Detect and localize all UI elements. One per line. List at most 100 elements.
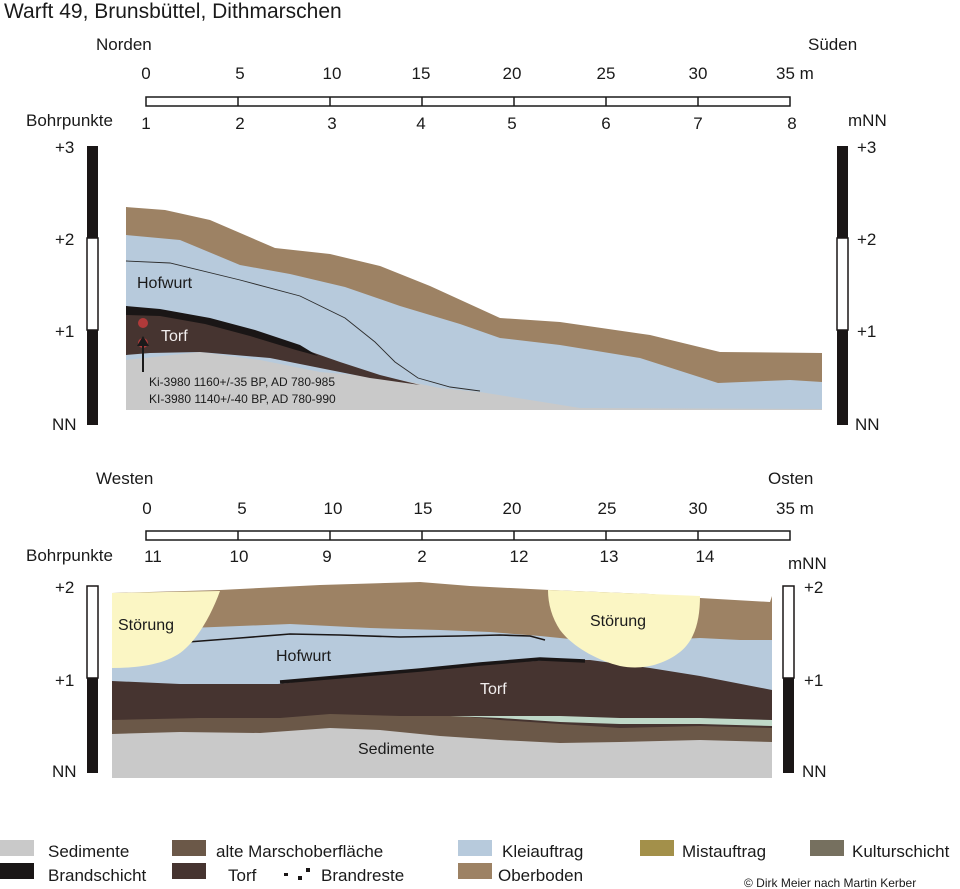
top-brandschicht-layer <box>126 306 318 356</box>
legend-swatch-kleiauftrag <box>458 840 492 856</box>
top-right-height-bar <box>836 146 849 425</box>
bottom-green-lens <box>450 716 772 726</box>
bottom-scale-tick-5: 5 <box>237 499 246 518</box>
bottom-bohrpunkt-14: 14 <box>696 547 715 566</box>
bottom-right-level-nn: NN <box>802 762 827 781</box>
bottom-scale-tick-25: 25 <box>598 499 617 518</box>
top-stratigraphy <box>125 207 822 410</box>
top-dating-arrow <box>137 336 149 372</box>
legend-label-brandschicht: Brandschicht <box>48 866 147 885</box>
top-right-level-2: +2 <box>857 230 876 249</box>
top-bohrpunkt-8: 8 <box>787 114 796 133</box>
legend: Sedimente Brandschicht alte Marschoberfl… <box>0 840 950 889</box>
legend-swatch-torf <box>172 863 206 879</box>
top-scale-tick-0: 0 <box>141 64 150 83</box>
legend-label-kleiauftrag: Kleiauftrag <box>502 842 583 861</box>
legend-label-mistauftrag: Mistauftrag <box>682 842 766 861</box>
profile-bottom: Westen Osten 0 5 10 15 20 25 30 35 m Boh… <box>26 469 827 781</box>
top-left-level-1: +1 <box>55 322 74 341</box>
bottom-left-direction: Westen <box>96 469 153 488</box>
bottom-sedimente-layer <box>112 728 772 778</box>
top-scale-bar <box>145 96 791 107</box>
bottom-bohrpunkt-11: 11 <box>144 547 162 566</box>
credit-text: © Dirk Meier nach Martin Kerber <box>744 876 916 889</box>
legend-swatch-kulturschicht <box>810 840 844 856</box>
bottom-stoerung-left <box>112 591 220 668</box>
top-right-level-nn: NN <box>855 415 880 434</box>
top-bohrpunkt-1: 1 <box>141 114 150 133</box>
figure-title: Warft 49, Brunsbüttel, Dithmarschen <box>4 0 342 23</box>
top-right-level-1: +1 <box>857 322 876 341</box>
bottom-bohrpunkt-12: 12 <box>510 547 529 566</box>
top-left-level-nn: NN <box>52 415 77 434</box>
top-unit-label: mNN <box>848 111 887 130</box>
legend-swatch-mistauftrag <box>640 840 674 856</box>
bottom-stoerung-right <box>548 590 700 668</box>
bottom-left-level-nn: NN <box>52 762 77 781</box>
bottom-scale-tick-15: 15 <box>414 499 433 518</box>
legend-label-torf: Torf <box>228 866 257 885</box>
top-bohrpunkt-3: 3 <box>327 114 336 133</box>
bottom-scale-tick-30: 30 <box>689 499 708 518</box>
top-scale-tick-30: 30 <box>689 64 708 83</box>
top-dating-2: KI-3980 1140+/-40 BP, AD 780-990 <box>149 392 336 406</box>
bottom-torf-label: Torf <box>480 681 507 698</box>
bottom-brandschicht-lower-line <box>279 657 586 684</box>
bottom-right-level-2: +2 <box>804 578 823 597</box>
bottom-hofwurt-label: Hofwurt <box>276 648 332 665</box>
bottom-scale-bar <box>145 530 791 541</box>
legend-swatch-alte-marsch <box>172 840 206 856</box>
top-left-level-3: +3 <box>55 138 74 157</box>
legend-label-kulturschicht: Kulturschicht <box>852 842 950 861</box>
legend-swatch-sedimente <box>0 840 34 856</box>
bottom-scale-tick-20: 20 <box>503 499 522 518</box>
top-scale-tick-10: 10 <box>323 64 342 83</box>
top-scale-tick-15: 15 <box>412 64 431 83</box>
top-bohrpunkt-5: 5 <box>507 114 516 133</box>
top-sample-dot-1 <box>138 318 148 328</box>
legend-label-oberboden: Oberboden <box>498 866 583 885</box>
bottom-right-height-bar <box>782 585 795 773</box>
bottom-scale-tick-10: 10 <box>324 499 343 518</box>
top-sedimente-layer <box>126 352 822 410</box>
top-scale-tick-25: 25 <box>597 64 616 83</box>
bottom-left-height-bar <box>86 585 99 773</box>
top-bohrpunkt-4: 4 <box>416 114 425 133</box>
top-torf-label: Torf <box>161 328 188 345</box>
legend-label-brandreste: Brandreste <box>321 866 404 885</box>
legend-swatch-brandschicht <box>0 863 34 879</box>
top-scale-tick-35: 35 m <box>776 64 814 83</box>
top-hofwurt-label: Hofwurt <box>137 275 193 292</box>
bottom-right-level-1: +1 <box>804 671 823 690</box>
profile-top: Norden Süden 0 5 10 15 20 25 30 35 m Boh… <box>26 35 887 434</box>
bottom-left-level-2: +2 <box>55 578 74 597</box>
bottom-bohrpunkt-9: 9 <box>322 547 331 566</box>
bottom-unit-label: mNN <box>788 554 827 573</box>
legend-label-sedimente: Sedimente <box>48 842 129 861</box>
top-dating-1: Ki-3980 1160+/-35 BP, AD 780-985 <box>149 375 335 389</box>
legend-swatch-brandreste <box>284 868 310 880</box>
top-torf-layer <box>126 308 420 385</box>
top-left-direction: Norden <box>96 35 152 54</box>
top-kleiauftrag-layer <box>126 235 822 410</box>
bottom-bohrpunkt-13: 13 <box>600 547 619 566</box>
top-bohrpunkte-label: Bohrpunkte <box>26 111 113 130</box>
bottom-sedimente-label: Sedimente <box>358 741 435 758</box>
top-right-level-3: +3 <box>857 138 876 157</box>
bottom-stoerung-right-label: Störung <box>590 613 646 630</box>
bottom-scale-tick-0: 0 <box>142 499 151 518</box>
bottom-bohrpunkte-label: Bohrpunkte <box>26 546 113 565</box>
bottom-left-level-1: +1 <box>55 671 74 690</box>
top-bohrpunkt-2: 2 <box>235 114 244 133</box>
top-scale-tick-20: 20 <box>503 64 522 83</box>
legend-label-alte-marsch: alte Marschoberfläche <box>216 842 383 861</box>
bottom-stratigraphy <box>112 582 772 778</box>
top-bohrpunkt-7: 7 <box>693 114 702 133</box>
top-left-level-2: +2 <box>55 230 74 249</box>
bottom-bohrpunkt-2: 2 <box>417 547 426 566</box>
bottom-bohrpunkt-10: 10 <box>230 547 249 566</box>
top-left-height-bar <box>86 146 99 425</box>
top-scale-tick-5: 5 <box>235 64 244 83</box>
bottom-scale-tick-35: 35 m <box>776 499 814 518</box>
